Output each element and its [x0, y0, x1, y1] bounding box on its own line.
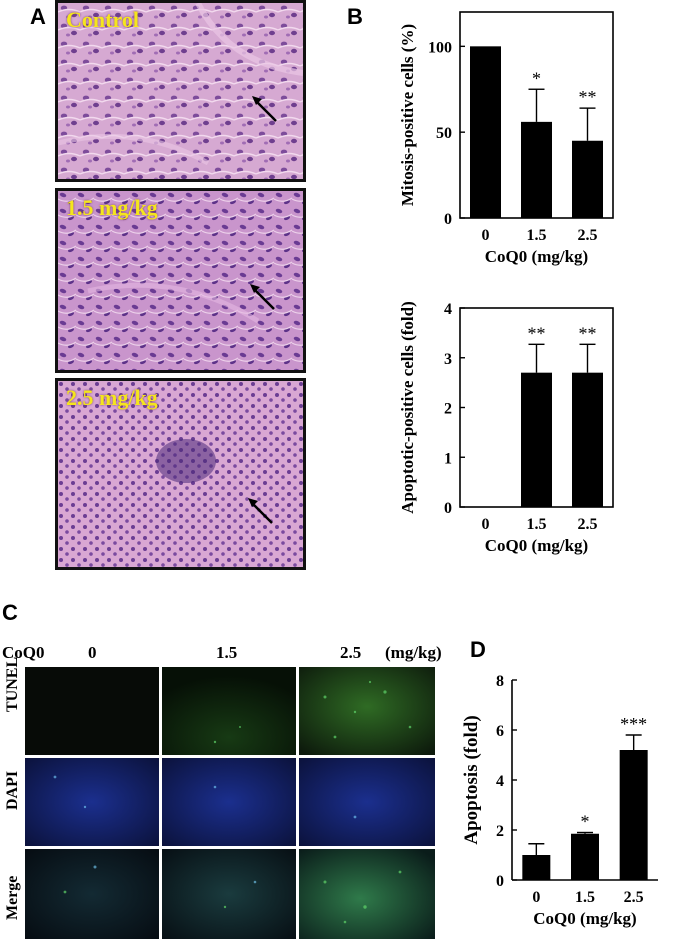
dapi-image-2-5: [299, 758, 435, 846]
chart-mitosis: 0 50 100 0 * 1.5 ** 2.5 CoQ0 (mg/kg) Mitosis-posi…: [398, 11, 614, 266]
histology-image-2-5: 2.5 mg/kg: [55, 378, 306, 570]
y-tick-label: 4: [496, 773, 504, 790]
x-tick-label: 0: [532, 889, 540, 906]
bar-1.5: [521, 121, 552, 218]
dapi-image-0: [25, 758, 159, 846]
y-tick-label: 100: [428, 39, 452, 56]
panel-letter-b: B: [347, 4, 363, 29]
bar-2.5: [572, 140, 603, 218]
histology-image-1-5: 1.5 mg/kg: [55, 188, 306, 373]
histology-label-2-5: 2.5 mg/kg: [66, 385, 158, 410]
significance-1.5: *: [581, 812, 590, 832]
x-axis-label: CoQ0 (mg/kg): [533, 909, 636, 928]
fluorescence-unit: (mg/kg): [385, 643, 442, 662]
significance-1.5: *: [532, 68, 541, 88]
fluorescence-row-tunel: TUNEL: [4, 656, 21, 712]
histology-label-control: Control: [66, 7, 139, 32]
x-tick-label: 1.5: [527, 516, 547, 533]
merge-image-2-5: [299, 849, 435, 939]
significance-1.5: **: [528, 323, 546, 343]
tunel-image-1-5: [162, 667, 296, 755]
chart-apoptosis: 0 2 4 6 8 0 * 1.5 *** 2.5 CoQ0 (mg/kg) Apoptosis (f…: [461, 673, 658, 928]
histology-label-1-5: 1.5 mg/kg: [66, 195, 158, 220]
y-tick-label: 0: [496, 873, 504, 890]
y-tick-label: 4: [444, 301, 452, 318]
merge-image-0: [25, 849, 159, 939]
x-tick-label: 2.5: [578, 227, 598, 244]
y-tick-label: 8: [496, 673, 504, 690]
arrow-icon: [250, 284, 275, 310]
tunel-image-2-5: [299, 667, 435, 755]
fluorescence-row-merge: Merge: [4, 875, 21, 920]
y-tick-label: 0: [444, 500, 452, 517]
panel-letter-c: C: [2, 600, 18, 625]
bar-0: [522, 855, 551, 880]
x-axis-label: CoQ0 (mg/kg): [485, 536, 588, 555]
bar-2.5: [619, 750, 648, 880]
y-axis-label: Apoptotic-positive cells (fold): [398, 301, 417, 513]
histology-texture-control: [58, 3, 303, 179]
arrow-icon: [248, 498, 273, 524]
chart-apoptotic: 0 1 2 3 4 0 ** 1.5 ** 2.5 CoQ0 (mg/kg) Apoptotic-po…: [398, 301, 614, 555]
x-tick-label: 1.5: [527, 227, 547, 244]
histology-image-control: Control: [55, 0, 306, 182]
x-tick-label: 1.5: [575, 889, 595, 906]
panel-letter-a: A: [30, 4, 46, 29]
fluorescence-col-1-5: 1.5: [216, 643, 238, 662]
fluorescence-col-2-5: 2.5: [340, 643, 362, 662]
y-tick-label: 3: [444, 351, 452, 368]
fluorescence-col-0: 0: [88, 643, 97, 662]
fluorescence-row-dapi: DAPI: [4, 770, 21, 810]
y-axis-label: Mitosis-positive cells (%): [398, 24, 417, 206]
histology-texture-2-5: [58, 381, 303, 567]
bar-1.5: [571, 833, 599, 880]
y-tick-label: 1: [444, 450, 452, 467]
x-axis-label: CoQ0 (mg/kg): [485, 247, 588, 266]
arrow-icon: [252, 96, 277, 122]
panel-letter-d: D: [470, 637, 486, 662]
fluorescence-treatment-label: CoQ0: [2, 643, 45, 662]
y-tick-label: 6: [496, 723, 504, 740]
y-tick-label: 50: [436, 125, 452, 142]
x-tick-label: 2.5: [624, 889, 644, 906]
x-tick-label: 0: [482, 516, 490, 533]
bar-0: [470, 46, 501, 219]
y-tick-label: 0: [444, 211, 452, 228]
y-tick-label: 2: [444, 401, 452, 418]
y-tick-label: 2: [496, 823, 504, 840]
significance-2.5: ***: [620, 714, 647, 734]
bar-2.5: [572, 372, 603, 507]
tunel-image-0: [25, 667, 159, 755]
significance-2.5: **: [579, 323, 597, 343]
significance-2.5: **: [579, 87, 597, 107]
x-tick-label: 0: [482, 227, 490, 244]
histology-texture-1-5: [58, 191, 303, 370]
fluorescence-grid: [25, 667, 435, 939]
dapi-image-1-5: [162, 758, 296, 846]
y-axis-label: Apoptosis (fold): [461, 715, 482, 844]
bar-1.5: [521, 372, 552, 507]
merge-image-1-5: [162, 849, 296, 939]
x-tick-label: 2.5: [578, 516, 598, 533]
